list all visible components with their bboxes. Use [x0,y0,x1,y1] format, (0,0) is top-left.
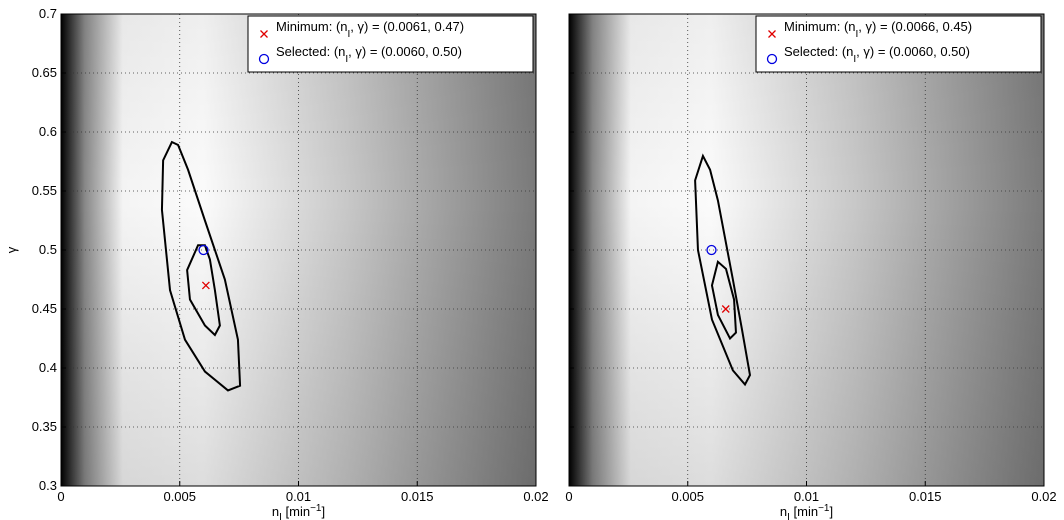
marker-x [260,30,268,38]
x-label-text: n [272,504,279,519]
legend-name: Minimum: (n [276,19,348,34]
marker-o [706,244,717,256]
x-label-close: ] [321,504,325,519]
x-label-sup: −1 [310,503,322,514]
contour [694,153,752,387]
y-tick-label: 0.45 [32,301,57,316]
contour [160,140,242,392]
x-label-sub: I [787,512,790,520]
marker-x [721,305,730,313]
legend-rest: , γ) = (0.0060, 0.50) [856,44,970,59]
legend-rest: , γ) = (0.0061, 0.47) [350,19,464,34]
legend-box [247,15,534,73]
legend-sub: I [856,29,859,40]
x-label-sub: I [279,512,282,520]
x-label-close: ] [829,504,833,519]
x-axis-label: nI [min−1] [272,503,325,520]
contour [710,259,737,341]
marker-x [768,30,776,38]
plot-frame [568,13,1045,487]
x-label-sup: −1 [818,503,830,514]
x-tick-label: 0.015 [401,489,434,504]
y-tick-label: 0.65 [32,65,57,80]
marker-o [766,53,778,65]
x-tick-label: 0.005 [163,489,196,504]
x-tick-label: 0.01 [794,489,819,504]
legend-name: Selected: (n [276,44,345,59]
legend-sub: I [345,54,348,65]
y-tick-label: 0.55 [32,183,57,198]
y-tick-label: 0.6 [39,124,57,139]
x-tick-label: 0 [565,489,572,504]
legend-name: Selected: (n [784,44,853,59]
x-tick-label: 0.02 [1031,489,1056,504]
panel: 0 0.005 0.01 0.015 0.02 0.3 0.35 0.4 0.45 0.5 0.55… [4,6,549,520]
legend-rest: , γ) = (0.0060, 0.50) [348,44,462,59]
marker-x [201,281,210,290]
x-tick-label: 0 [57,489,64,504]
legend-label: Selected: (nI, γ) = (0.0060, 0.50) [276,44,462,65]
legend-label: Selected: (nI, γ) = (0.0060, 0.50) [784,44,970,65]
x-tick-label: 0.005 [671,489,704,504]
y-tick-label: 0.5 [39,242,57,257]
x-tick-label: 0.01 [286,489,311,504]
x-tick-label: 0.02 [523,489,548,504]
marker-o [198,244,209,256]
y-tick-label: 0.7 [39,6,57,21]
plot-frame [60,13,537,487]
legend-name: Minimum: (n [784,19,856,34]
legend-rest: , γ) = (0.0066, 0.45) [858,19,972,34]
y-tick-label: 0.3 [39,478,57,493]
x-tick-label: 0.015 [909,489,942,504]
legend-label: Minimum: (nI, γ) = (0.0061, 0.47) [276,19,464,40]
x-label-unit: [min [282,504,310,519]
legend-label: Minimum: (nI, γ) = (0.0066, 0.45) [784,19,972,40]
marker-o [258,53,270,65]
legend-sub: I [348,29,351,40]
y-tick-label: 0.4 [39,360,57,375]
legend-sub: I [853,54,856,65]
y-tick-label: 0.35 [32,419,57,434]
x-label-text: n [780,504,787,519]
x-label-unit: [min [790,504,818,519]
y-axis-label: γ [4,246,19,253]
legend-box [755,15,1042,73]
x-axis-label: nI [min−1] [780,503,833,520]
